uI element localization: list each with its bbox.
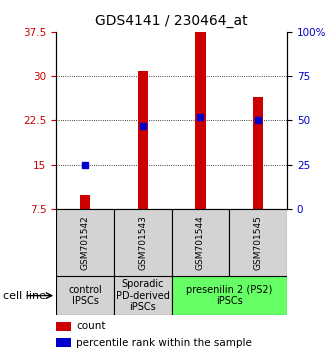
Bar (172, 209, 229, 276)
Text: control
IPSCs: control IPSCs (68, 285, 102, 307)
Title: GDS4141 / 230464_at: GDS4141 / 230464_at (95, 14, 248, 28)
Text: count: count (76, 321, 105, 331)
Bar (114, 276, 172, 315)
Bar (56, 338, 71, 347)
Text: GSM701543: GSM701543 (138, 215, 147, 270)
Bar (195, 32, 206, 209)
Bar (138, 72, 148, 209)
Bar (172, 276, 287, 315)
Text: cell line: cell line (3, 291, 46, 301)
Text: percentile rank within the sample: percentile rank within the sample (76, 338, 252, 348)
Text: GSM701542: GSM701542 (81, 215, 89, 270)
Text: GSM701545: GSM701545 (254, 215, 263, 270)
Bar (56, 276, 114, 315)
Bar (56, 209, 114, 276)
Bar (80, 195, 90, 209)
Bar (229, 209, 287, 276)
Bar (114, 209, 172, 276)
Bar (253, 97, 263, 209)
Text: presenilin 2 (PS2)
iPSCs: presenilin 2 (PS2) iPSCs (186, 285, 273, 307)
Bar (56, 322, 71, 331)
Text: Sporadic
PD-derived
iPSCs: Sporadic PD-derived iPSCs (116, 279, 170, 312)
Text: GSM701544: GSM701544 (196, 215, 205, 270)
